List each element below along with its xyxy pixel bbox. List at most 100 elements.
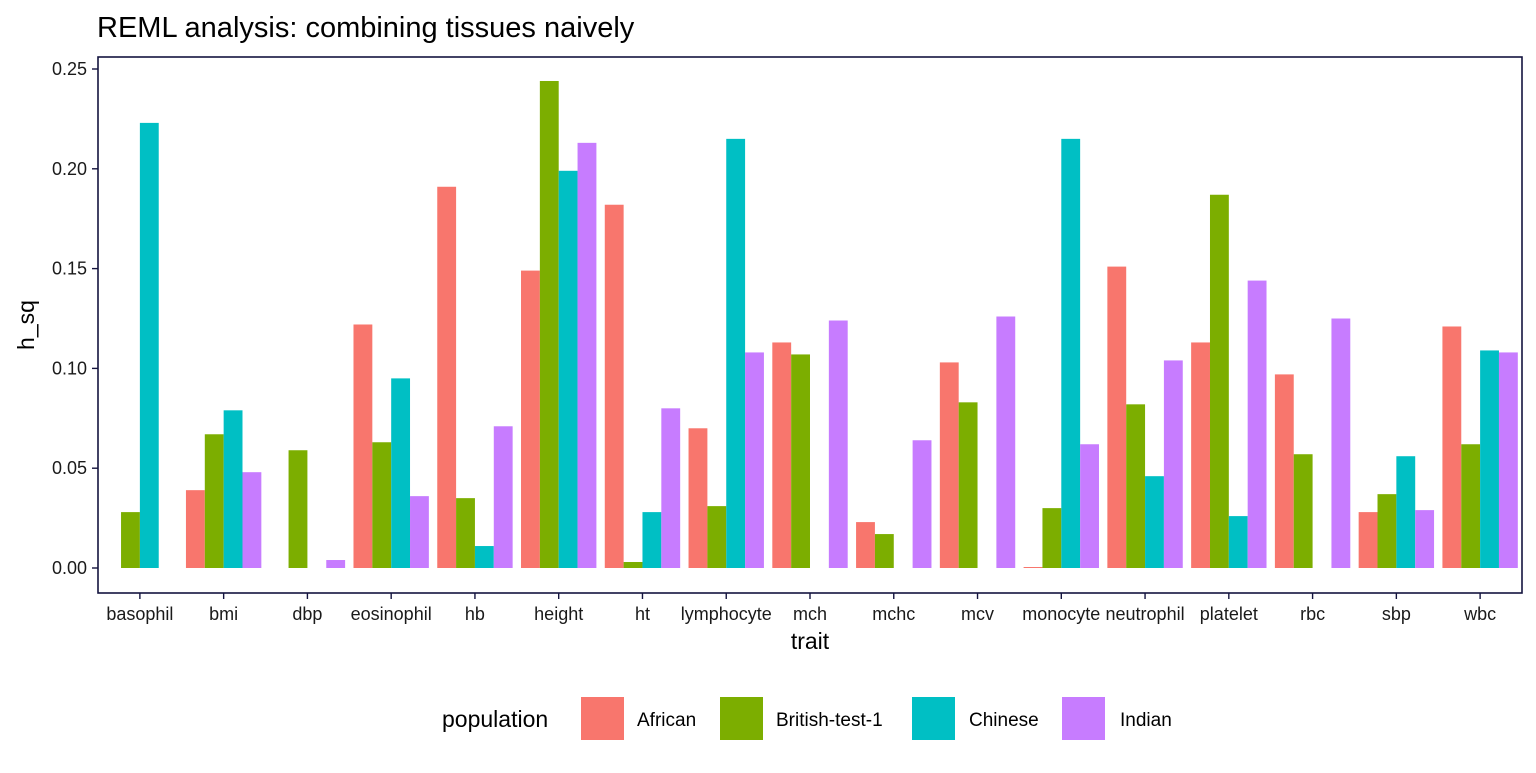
bar-lymphocyte-indian <box>745 352 764 568</box>
bar-monocyte-indian <box>1080 444 1099 568</box>
bar-bmi-indian <box>242 472 262 568</box>
bar-hb-british-test-1 <box>456 498 475 568</box>
bar-dbp-indian <box>326 560 346 568</box>
bar-height-african <box>521 270 540 568</box>
x-tick-label-neutrophil: neutrophil <box>1106 604 1185 624</box>
chart-title: REML analysis: combining tissues naively <box>97 12 635 44</box>
x-tick-label-dbp: dbp <box>292 604 322 624</box>
legend-label-british-test-1: British-test-1 <box>776 710 883 731</box>
bar-rbc-indian <box>1331 318 1351 568</box>
bar-mchc-indian <box>912 440 932 568</box>
x-tick-label-mch: mch <box>793 604 827 624</box>
bar-mcv-indian <box>996 316 1016 568</box>
bar-rbc-british-test-1 <box>1293 454 1313 568</box>
bar-wbc-indian <box>1498 352 1518 568</box>
y-tick-label: 0.05 <box>52 458 87 478</box>
x-tick-label-height: height <box>534 604 583 624</box>
bar-monocyte-african <box>1023 567 1043 568</box>
bar-monocyte-british-test-1 <box>1042 508 1062 568</box>
bar-bmi-british-test-1 <box>204 434 224 568</box>
bar-lymphocyte-african <box>688 428 708 568</box>
bar-platelet-indian <box>1247 280 1267 568</box>
bar-height-indian <box>577 142 597 568</box>
x-tick-label-wbc: wbc <box>1463 604 1496 624</box>
bar-neutrophil-indian <box>1163 360 1183 568</box>
bar-hb-african <box>437 186 457 568</box>
x-tick-label-mchc: mchc <box>872 604 915 624</box>
bar-lymphocyte-chinese <box>726 138 746 569</box>
bar-neutrophil-british-test-1 <box>1126 404 1146 568</box>
x-tick-label-mcv: mcv <box>961 604 994 624</box>
y-tick-label: 0.20 <box>52 159 87 179</box>
bar-sbp-indian <box>1415 510 1435 568</box>
legend-title: population <box>442 706 548 732</box>
bar-height-chinese <box>558 170 578 569</box>
bar-sbp-african <box>1358 512 1378 568</box>
x-tick-label-monocyte: monocyte <box>1022 604 1100 624</box>
bar-ht-african <box>604 204 624 569</box>
bar-sbp-chinese <box>1396 456 1416 568</box>
x-tick-label-platelet: platelet <box>1200 604 1258 624</box>
bar-eosinophil-british-test-1 <box>372 442 392 568</box>
legend-label-african: African <box>637 710 696 731</box>
y-tick-label: 0.00 <box>52 558 87 578</box>
x-axis-title: trait <box>791 628 830 654</box>
bar-bmi-african <box>185 490 205 568</box>
x-tick-label-lymphocyte: lymphocyte <box>681 604 772 624</box>
y-axis: 0.00 0.05 0.10 0.15 0.20 0.25 <box>52 59 98 578</box>
bar-lymphocyte-british-test-1 <box>707 506 727 568</box>
bar-eosinophil-african <box>353 324 373 568</box>
bar-mcv-african <box>939 362 959 568</box>
bar-platelet-british-test-1 <box>1209 194 1229 568</box>
x-tick-label-sbp: sbp <box>1382 604 1411 624</box>
x-tick-label-hb: hb <box>465 604 485 624</box>
x-tick-label-bmi: bmi <box>209 604 238 624</box>
bar-neutrophil-chinese <box>1145 476 1164 568</box>
bar-mchc-african <box>856 522 875 568</box>
x-tick-label-ht: ht <box>635 604 650 624</box>
bar-eosinophil-indian <box>410 496 429 568</box>
bar-basophil-british-test-1 <box>121 512 140 568</box>
legend-label-chinese: Chinese <box>969 710 1039 731</box>
bar-hb-indian <box>493 426 513 568</box>
bar-wbc-chinese <box>1480 350 1499 568</box>
bar-bmi-chinese <box>223 410 243 568</box>
x-tick-label-rbc: rbc <box>1300 604 1325 624</box>
y-tick-label: 0.10 <box>52 358 87 378</box>
bar-mch-indian <box>828 320 848 568</box>
x-axis: basophil bmi dbp eosinophil hb height ht lympho… <box>106 593 1496 624</box>
x-tick-label-basophil: basophil <box>106 604 173 624</box>
bar-basophil-chinese <box>139 122 159 568</box>
x-tick-label-eosinophil: eosinophil <box>351 604 432 624</box>
bar-monocyte-chinese <box>1061 138 1081 569</box>
legend: population African British-test-1 Chinese I… <box>442 697 1172 740</box>
bar-wbc-british-test-1 <box>1461 444 1481 568</box>
bar-ht-british-test-1 <box>623 562 643 568</box>
bar-dbp-british-test-1 <box>288 450 308 568</box>
legend-key-indian <box>1062 697 1105 740</box>
bar-mcv-british-test-1 <box>958 402 978 568</box>
bar-mch-african <box>772 342 792 568</box>
y-tick-label: 0.15 <box>52 259 87 279</box>
bar-mchc-british-test-1 <box>874 534 894 568</box>
legend-label-indian: Indian <box>1120 710 1172 731</box>
bar-wbc-african <box>1442 326 1462 568</box>
bar-neutrophil-african <box>1107 266 1127 568</box>
legend-key-african <box>581 697 624 740</box>
y-axis-title: h_sq <box>13 300 39 350</box>
bar-hb-chinese <box>474 546 494 568</box>
bar-height-british-test-1 <box>539 80 559 568</box>
bar-sbp-british-test-1 <box>1377 494 1397 568</box>
bar-mch-british-test-1 <box>791 354 810 568</box>
bar-ht-chinese <box>642 512 662 568</box>
bar-platelet-chinese <box>1228 516 1248 568</box>
legend-key-chinese <box>912 697 955 740</box>
bar-ht-indian <box>661 408 681 568</box>
y-tick-label: 0.25 <box>52 59 87 79</box>
bars-layer <box>121 80 1518 569</box>
bar-rbc-african <box>1274 374 1294 568</box>
bar-platelet-african <box>1191 342 1210 568</box>
legend-key-british-test-1 <box>720 697 763 740</box>
